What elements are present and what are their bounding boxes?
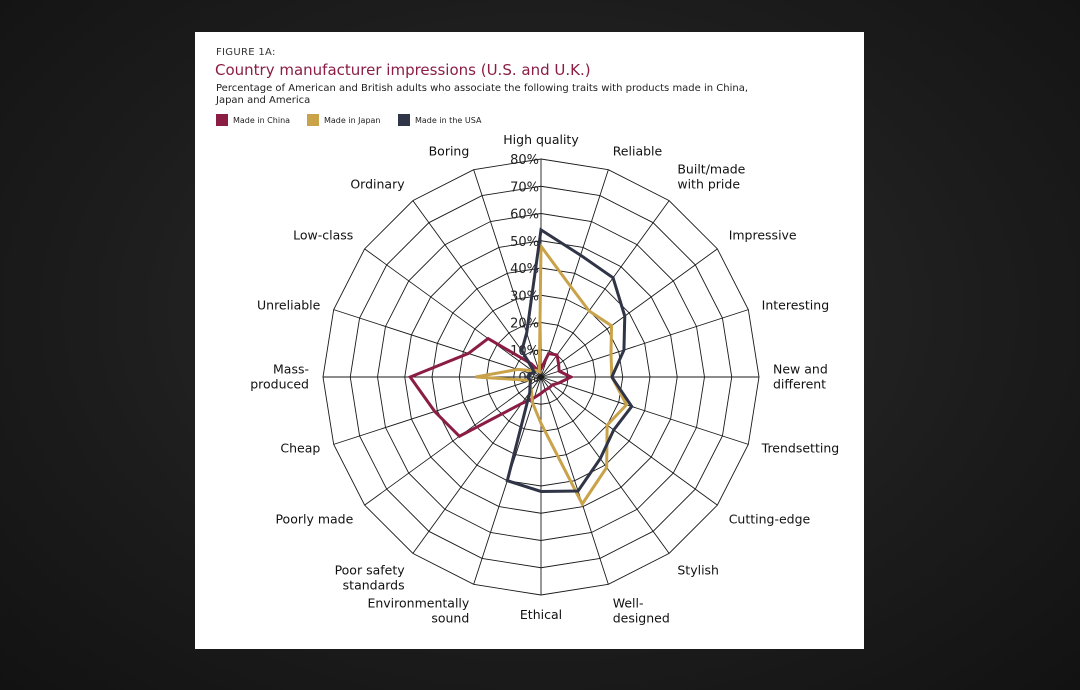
grid-spoke [333,309,542,378]
grid-spoke [540,376,609,585]
tick-label: 20% [510,317,539,332]
legend-item-china: Made in China [216,113,290,127]
category-label: Built/made with pride [677,161,745,191]
tick-label: 30% [510,289,539,304]
legend-label-usa: Made in the USA [415,115,482,125]
grid-spoke [540,376,749,445]
series-line-2 [505,227,634,493]
category-label: Stylish [677,563,719,578]
legend-label-japan: Made in Japan [324,115,381,125]
category-label: New and different [773,362,828,392]
tick-label: 60% [510,208,539,223]
category-label: Ordinary [350,176,405,191]
category-label: Cutting-edge [729,511,811,526]
category-label: Environmentally sound [367,596,469,626]
legend-item-japan: Made in Japan [307,113,381,127]
tick-label: 70% [510,180,539,195]
category-label: Mass-produced [250,362,309,392]
tick-label: 40% [510,262,539,277]
legend-swatch-usa [398,114,410,126]
tick-label: 50% [510,235,539,250]
legend-swatch-japan [307,114,319,126]
grid-spoke [540,200,670,378]
grid-spoke [364,248,542,378]
category-label: Unreliable [257,297,321,312]
grid-spoke [333,376,542,445]
category-label: Trendsetting [761,441,840,456]
chart-subtitle: Percentage of American and British adult… [216,83,749,106]
category-label: Cheap [280,441,320,456]
grid-spoke [473,169,542,378]
category-label: Poorly made [275,511,353,526]
category-label: Interesting [762,297,830,312]
series-line-0 [407,336,575,439]
category-label: Poor safety standards [335,563,406,593]
category-label: Boring [429,143,470,158]
legend-swatch-china [216,114,228,126]
grid-spoke [412,200,542,378]
grid-spoke [364,376,542,506]
chart-title: Country manufacturer impressions (U.S. a… [215,61,591,79]
category-label: Well-designed [613,596,670,626]
category-label: Impressive [729,228,797,243]
category-label: Reliable [613,143,663,158]
grid-spoke [540,248,718,378]
legend-item-usa: Made in the USA [398,113,481,127]
grid-spoke [540,376,718,506]
category-label: High quality [503,132,579,147]
grid-spoke [540,169,609,378]
grid-spoke [540,309,749,378]
category-label: Low-class [293,228,353,243]
tick-label: 80% [510,153,539,168]
series-line-1 [475,241,629,507]
figure-label: FIGURE 1A: [216,47,276,58]
radar-chart: 0%10%20%30%40%50%60%70%80%High qualityRe… [250,132,840,626]
figure-panel: FIGURE 1A: Country manufacturer impressi… [195,32,864,649]
legend-label-china: Made in China [233,115,291,125]
grid-spoke [412,376,542,554]
category-label: Ethical [520,607,562,622]
grid-spoke [540,376,670,554]
